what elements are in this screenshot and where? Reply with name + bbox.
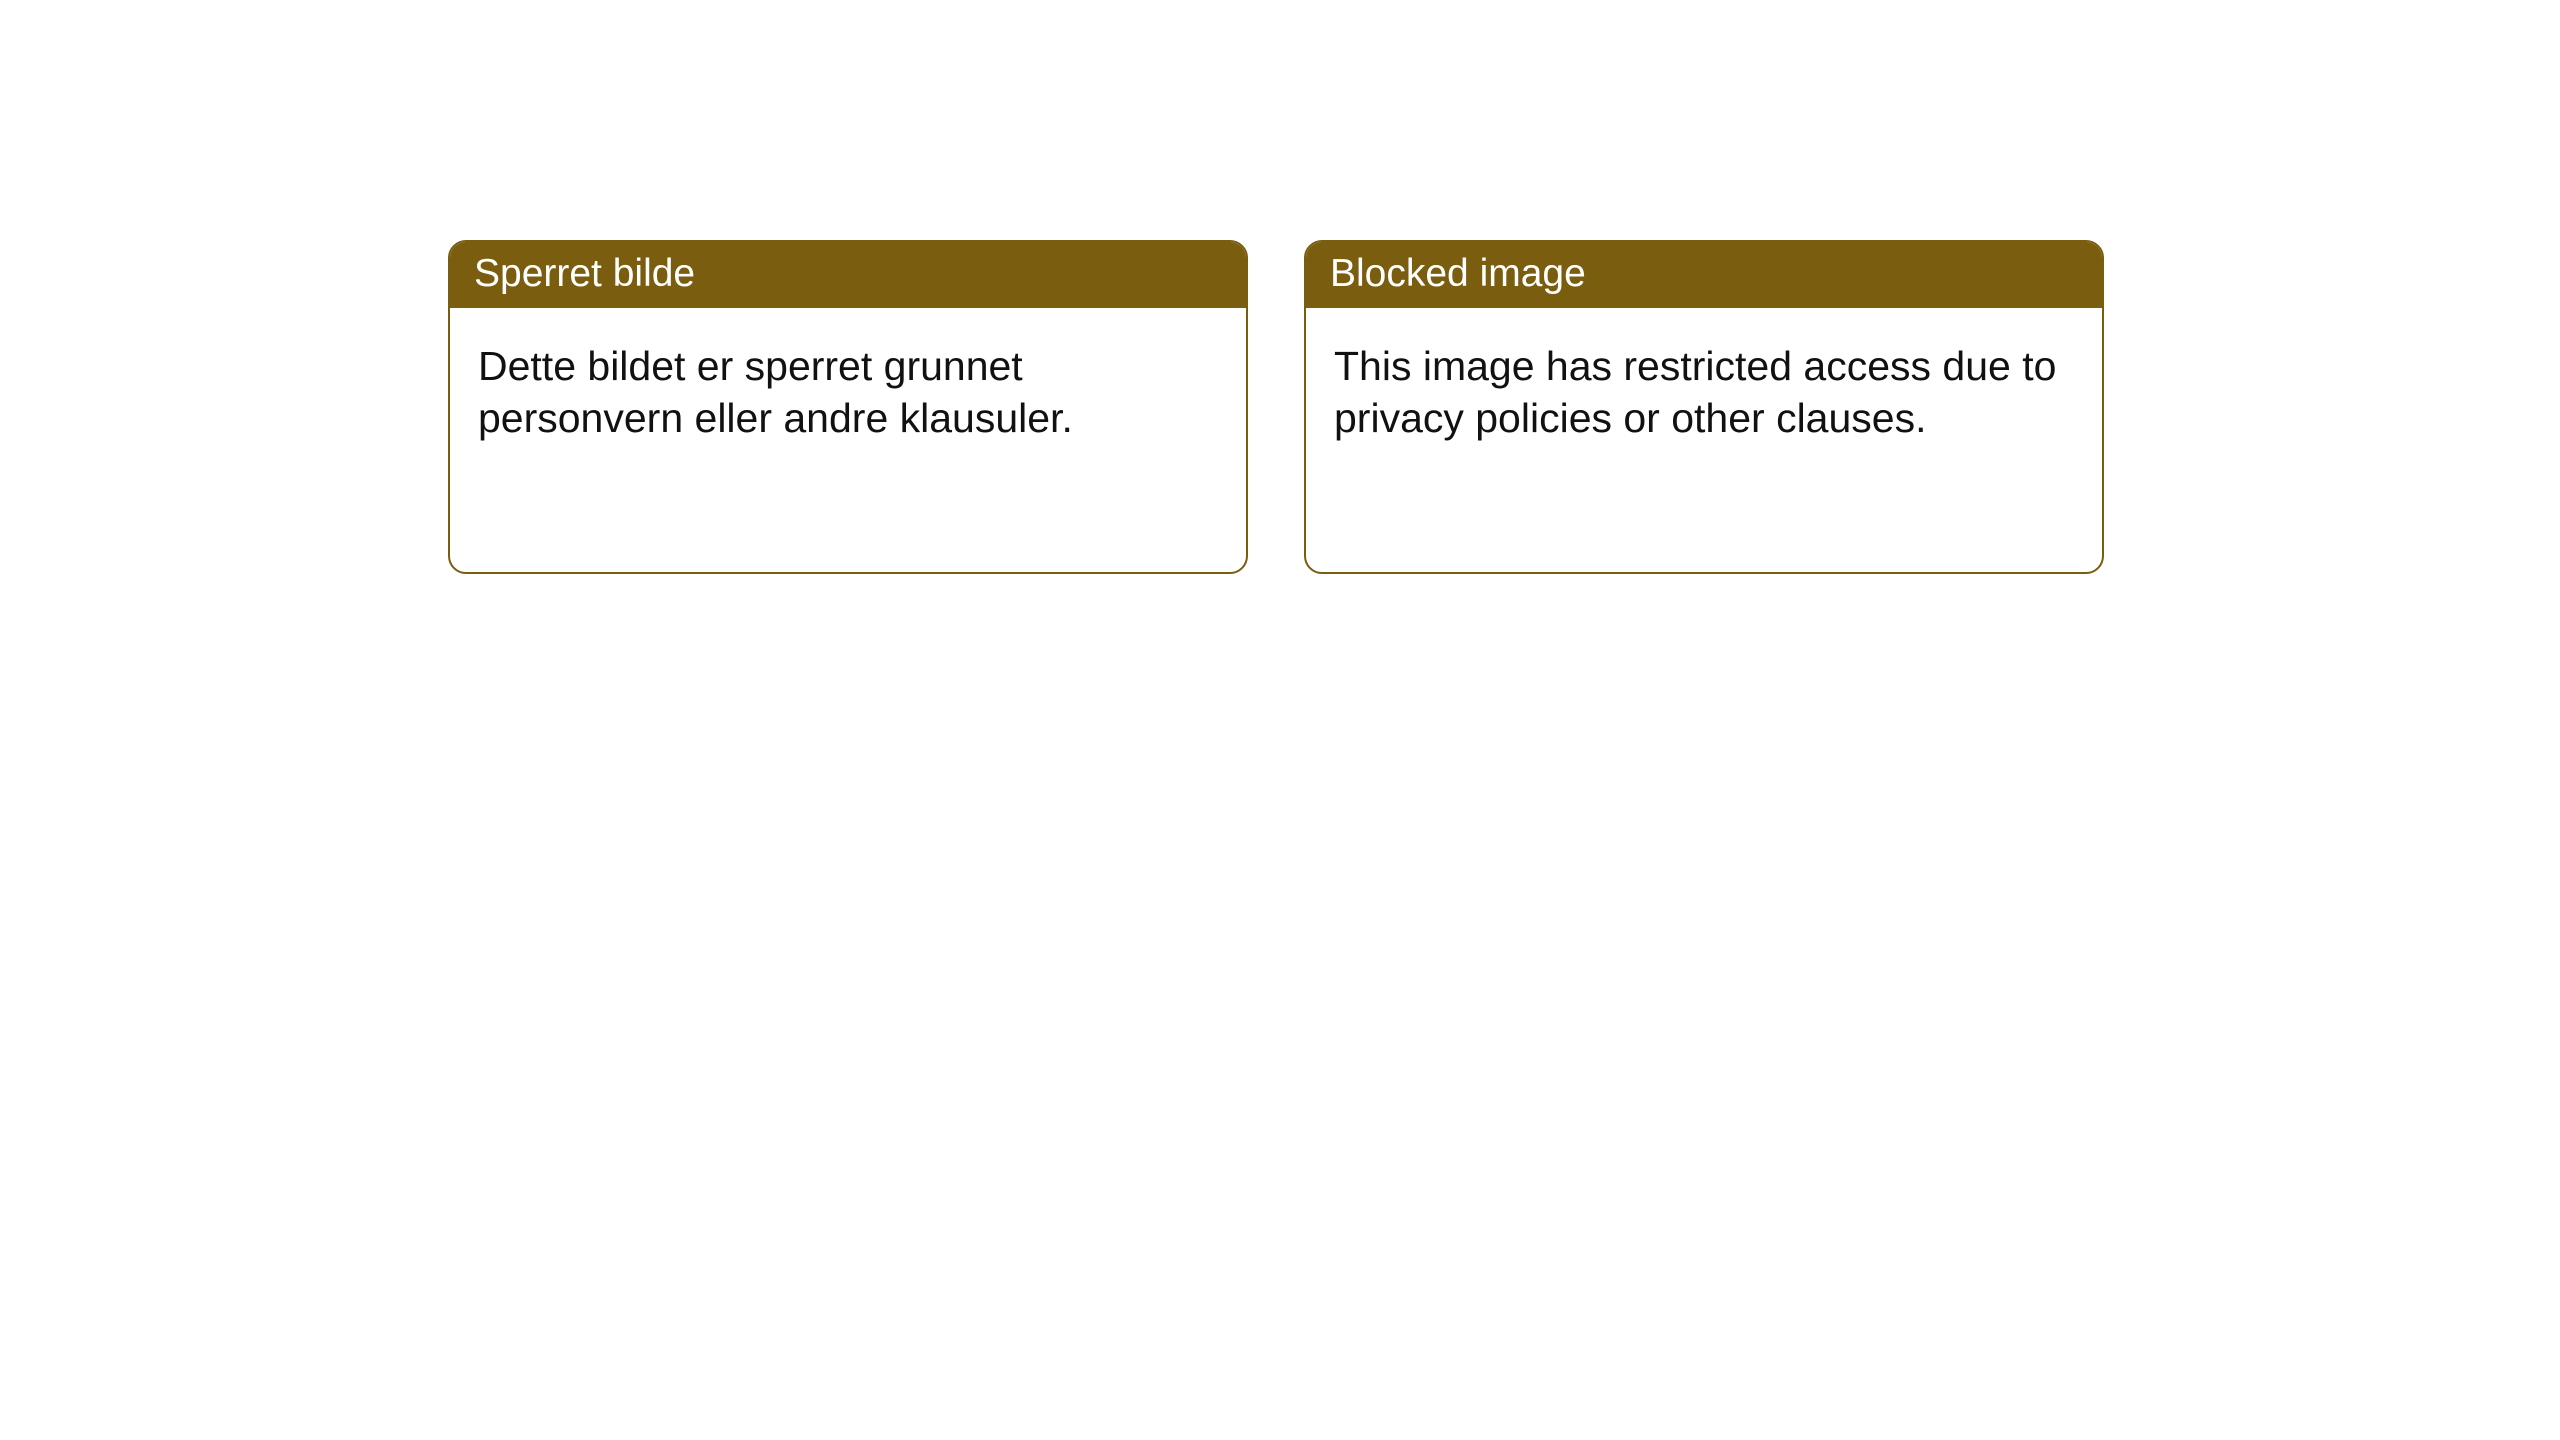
card-header-en: Blocked image	[1306, 242, 2102, 308]
card-header-no: Sperret bilde	[450, 242, 1246, 308]
card-body-en: This image has restricted access due to …	[1306, 308, 2102, 473]
blocked-notice-card-en: Blocked image This image has restricted …	[1304, 240, 2104, 574]
blocked-notice-card-no: Sperret bilde Dette bildet er sperret gr…	[448, 240, 1248, 574]
card-body-no: Dette bildet er sperret grunnet personve…	[450, 308, 1246, 473]
notice-container: Sperret bilde Dette bildet er sperret gr…	[448, 240, 2104, 574]
